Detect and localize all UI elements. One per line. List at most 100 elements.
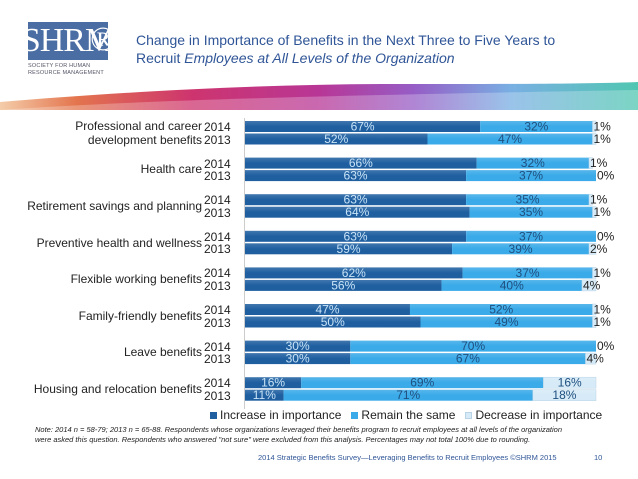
bar-segment-remain xyxy=(420,316,593,328)
bar-segment-remain xyxy=(462,267,593,279)
data-label-decrease: 0% xyxy=(597,169,615,183)
page-number: 10 xyxy=(594,453,603,462)
title-line1: Change in Importance of Benefits in the … xyxy=(136,32,556,48)
bar-segment-remain xyxy=(480,121,593,132)
year-label: 2014 xyxy=(204,120,231,134)
data-label-increase: 52% xyxy=(324,132,348,146)
data-label-remain: 47% xyxy=(498,132,522,146)
data-label-remain: 37% xyxy=(519,229,543,243)
year-label: 2013 xyxy=(204,278,231,293)
bar-segment-decrease xyxy=(588,243,597,255)
data-label-decrease: 4% xyxy=(586,352,604,366)
bar-segment-decrease xyxy=(581,279,597,292)
bar-segment-decrease xyxy=(592,303,597,316)
shrm-logo: SHRM ® SOCIETY FOR HUMAN RESOURCE MANAGE… xyxy=(22,21,116,77)
bar-segment-increase xyxy=(245,157,477,169)
year-label: 2013 xyxy=(204,352,231,367)
bar-segment-increase xyxy=(245,230,467,242)
bar-segment-increase xyxy=(245,206,470,218)
bar-segment-remain xyxy=(301,377,544,389)
year-label: 2013 xyxy=(204,169,231,184)
legend-item-decrease: Decrease in importance xyxy=(465,408,602,422)
title-line2-plain: Recruit xyxy=(136,50,185,66)
bar-segment-increase xyxy=(245,194,467,206)
category-label: Preventive health and wellness xyxy=(36,235,202,250)
category-label: Health care xyxy=(140,162,202,177)
title-line2: Recruit Employees at All Levels of the O… xyxy=(136,49,555,67)
year-label: 2014 xyxy=(204,193,231,208)
bar-segment-decrease xyxy=(543,376,597,389)
logo-subtitle-line2: RESOURCE MANAGEMENT xyxy=(28,70,104,76)
year-label: 2014 xyxy=(204,266,231,281)
data-label-increase: 30% xyxy=(286,352,310,366)
bar-segment-remain xyxy=(427,133,593,145)
bar-segment-remain xyxy=(350,340,596,352)
data-label-remain: 39% xyxy=(509,242,533,256)
chart-legend: Increase in importance Remain the same D… xyxy=(210,408,602,422)
category-label: Flexible working benefits xyxy=(70,272,202,287)
bar-segment-increase xyxy=(245,170,467,182)
data-label-increase: 62% xyxy=(342,266,366,280)
footer-source: 2014 Strategic Benefits Survey—Leveragin… xyxy=(258,453,557,462)
data-label-decrease: 1% xyxy=(590,156,608,170)
legend-swatch-decrease xyxy=(465,411,473,419)
data-label-decrease: 1% xyxy=(593,266,611,280)
bar-segment-decrease xyxy=(588,157,593,169)
data-label-remain: 35% xyxy=(519,205,543,219)
bar-segment-decrease xyxy=(592,316,597,328)
bar-segment-increase xyxy=(245,133,428,145)
legend-item-increase: Increase in importance xyxy=(210,408,341,422)
bar-segment-increase xyxy=(245,243,453,255)
data-label-remain: 70% xyxy=(461,339,485,353)
year-label: 2014 xyxy=(204,376,231,391)
data-label-remain: 49% xyxy=(494,315,518,329)
year-label: 2014 xyxy=(204,339,231,354)
legend-swatch-increase xyxy=(210,411,217,419)
data-label-increase: 63% xyxy=(344,169,368,183)
data-label-decrease: 18% xyxy=(552,388,576,402)
legend-item-remain: Remain the same xyxy=(351,408,455,422)
bar-segment-increase xyxy=(245,304,410,315)
decorative-swoosh-banner xyxy=(0,82,638,110)
data-label-remain: 67% xyxy=(456,352,480,366)
data-label-decrease: 16% xyxy=(558,376,582,390)
bar-segment-remain xyxy=(466,194,589,206)
registered-mark: ® xyxy=(90,21,116,58)
bar-segment-increase xyxy=(245,353,351,365)
year-label: 2013 xyxy=(204,242,231,257)
bar-segment-increase xyxy=(245,316,421,328)
bar-segment-decrease xyxy=(532,389,597,401)
data-label-increase: 11% xyxy=(253,388,276,402)
bar-segment-remain xyxy=(409,304,593,315)
legend-label-decrease: Decrease in importance xyxy=(475,408,603,422)
data-label-decrease: 1% xyxy=(590,193,608,207)
data-label-increase: 66% xyxy=(349,156,373,170)
bar-segment-remain xyxy=(466,230,596,242)
bar-segment-decrease xyxy=(588,193,593,206)
data-label-decrease: 0% xyxy=(597,229,615,243)
logo-text: SHRM xyxy=(21,22,115,59)
year-label: 2013 xyxy=(204,132,231,147)
bar-segment-increase xyxy=(245,121,481,132)
data-label-increase: 64% xyxy=(345,205,369,219)
data-label-increase: 50% xyxy=(321,315,345,329)
bar-segment-increase xyxy=(245,267,463,279)
data-label-increase: 63% xyxy=(344,193,368,207)
data-label-increase: 63% xyxy=(344,229,368,243)
category-label: Leave benefits xyxy=(123,345,202,360)
data-label-remain: 69% xyxy=(410,376,434,390)
data-label-increase: 16% xyxy=(261,376,285,390)
logo-mark: SHRM ® xyxy=(22,21,116,60)
data-label-remain: 40% xyxy=(500,278,524,292)
legend-label-increase: Increase in importance xyxy=(220,408,342,422)
year-label: 2013 xyxy=(204,205,231,220)
slide-title: Change in Importance of Benefits in the … xyxy=(136,31,555,67)
bar-segment-increase xyxy=(245,389,284,401)
year-label: 2014 xyxy=(204,303,231,317)
bar-segment-increase xyxy=(245,279,442,291)
bar-segment-remain xyxy=(283,389,533,401)
category-label: Retirement savings and planning xyxy=(27,198,202,213)
data-label-remain: 32% xyxy=(524,120,548,134)
footnote: Note: 2014 n = 58-79; 2013 n = 65-88. Re… xyxy=(35,425,562,444)
